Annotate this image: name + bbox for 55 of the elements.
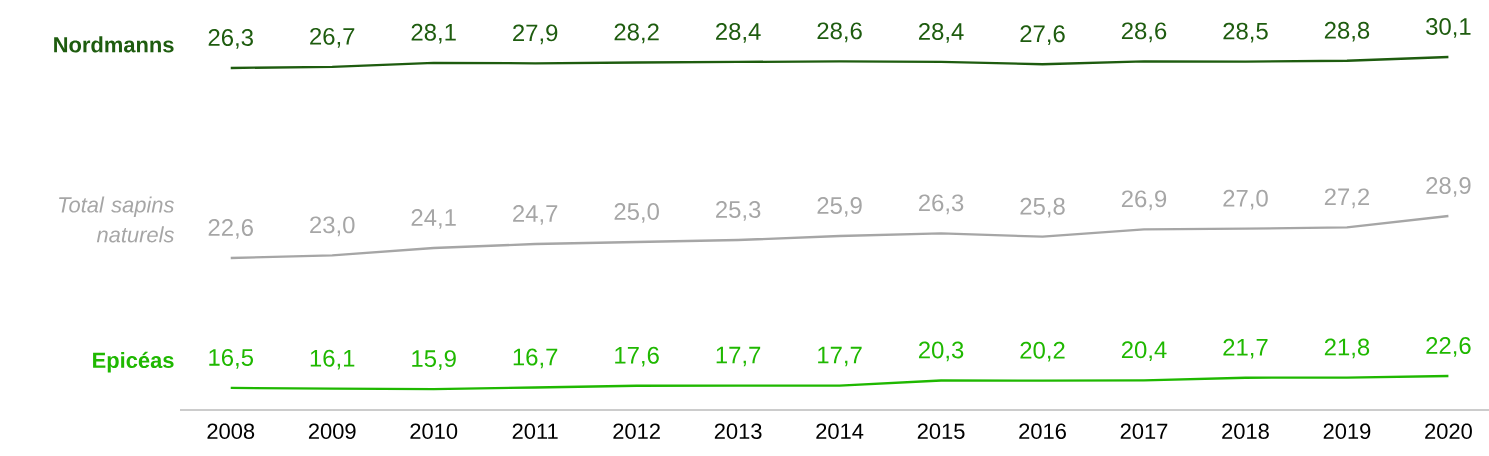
- data-label: 21,8: [1324, 338, 1370, 359]
- x-tick-label: 2019: [1323, 423, 1371, 440]
- data-label: 20,3: [918, 341, 964, 362]
- data-label: 28,4: [918, 22, 964, 43]
- data-label: 17,6: [615, 346, 659, 367]
- data-label: 28,9: [1426, 177, 1471, 197]
- data-label: 16,1: [310, 349, 355, 370]
- data-label: 28,2: [614, 23, 659, 44]
- x-tick-label: 2012: [613, 423, 660, 440]
- data-label: 23,0: [310, 216, 355, 237]
- data-label: 15,9: [412, 350, 456, 370]
- x-tick-label: 2020: [1425, 423, 1472, 440]
- data-label: 26,9: [1121, 190, 1167, 211]
- data-label: 16,5: [209, 348, 253, 369]
- data-label: 21,7: [1223, 338, 1268, 359]
- data-label: 27,2: [1324, 188, 1369, 209]
- data-label: 16,7: [513, 348, 558, 369]
- data-label: 27,9: [513, 24, 558, 45]
- x-tick-label: 2014: [816, 423, 864, 440]
- data-label: 27,0: [1223, 189, 1268, 210]
- data-label: 28,1: [411, 23, 456, 44]
- data-label: 28,6: [1121, 22, 1167, 43]
- data-label: 26,7: [310, 27, 355, 48]
- data-label: 25,8: [1020, 197, 1065, 218]
- data-label: 28,5: [1223, 22, 1268, 43]
- x-tick-label: 2010: [410, 423, 458, 440]
- data-label: 24,7: [513, 205, 558, 225]
- x-tick-label: 2015: [917, 423, 965, 440]
- data-label: 22,6: [1426, 337, 1471, 357]
- data-label: 17,7: [716, 346, 761, 367]
- x-tick-label: 2017: [1120, 423, 1168, 440]
- data-label: 25,0: [614, 203, 659, 223]
- data-label: 22,6: [208, 219, 253, 239]
- text: Epicéas: [93, 351, 174, 373]
- data-label: 25,9: [817, 197, 862, 217]
- x-tick-label: 2009: [308, 423, 356, 440]
- data-label: 27,6: [1020, 25, 1065, 46]
- text: Nordmanns: [54, 36, 174, 53]
- data-label: 20,4: [1121, 341, 1167, 362]
- data-label: 25,3: [716, 201, 761, 221]
- x-tick-label: 2011: [512, 423, 558, 440]
- data-label: 20,2: [1020, 341, 1065, 362]
- data-label: 26,3: [918, 194, 964, 215]
- data-label: 28,6: [817, 22, 862, 43]
- text: Total sapins naturels: [59, 196, 175, 243]
- data-label: 26,3: [208, 29, 253, 49]
- x-tick-label: 2016: [1019, 423, 1066, 440]
- x-tick-label: 2013: [714, 423, 762, 440]
- data-label: 17,7: [818, 346, 862, 367]
- data-label: 30,1: [1426, 18, 1471, 38]
- data-label: 28,4: [716, 22, 761, 43]
- x-tick-label: 2008: [207, 423, 255, 440]
- data-label: 28,8: [1324, 21, 1370, 42]
- x-tick-label: 2018: [1222, 423, 1269, 440]
- data-label: 24,1: [411, 209, 456, 229]
